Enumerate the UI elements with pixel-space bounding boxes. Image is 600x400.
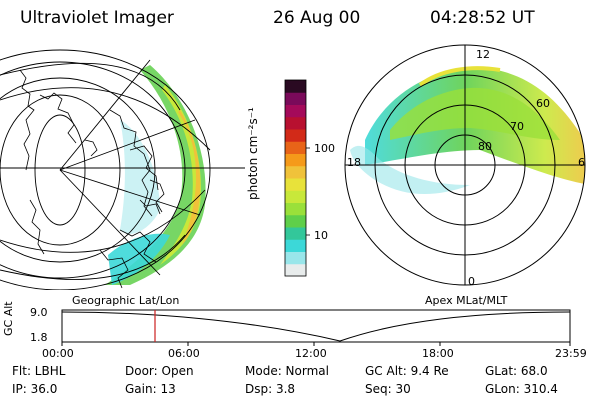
info-glat: GLat: 68.0 bbox=[485, 364, 548, 378]
aurora-dayside-arc bbox=[418, 66, 501, 87]
timeline-ytick-1-8: 1.8 bbox=[30, 331, 48, 344]
info-mode: Mode: Normal bbox=[245, 364, 329, 378]
mlat-label-70: 70 bbox=[510, 120, 524, 133]
mlt-label-12: 12 bbox=[476, 48, 490, 61]
colorbar-segment bbox=[285, 190, 306, 203]
timeline-xtick-0600: 06:00 bbox=[168, 347, 200, 360]
colorbar-segment bbox=[285, 178, 306, 191]
mlat-label-60: 60 bbox=[536, 97, 550, 110]
info-gc-alt: GC Alt: 9.4 Re bbox=[365, 364, 449, 378]
info-gain: Gain: 13 bbox=[125, 382, 176, 396]
mlat-label-80: 80 bbox=[478, 140, 492, 153]
colorbar-segment bbox=[285, 104, 306, 118]
aurora-oval-core bbox=[390, 87, 560, 140]
colorbar-segment bbox=[285, 263, 306, 277]
info-flt: Flt: LBHL bbox=[12, 364, 66, 378]
mlt-label-18: 18 bbox=[347, 156, 361, 169]
timeline-xtick-2359: 23:59 bbox=[555, 347, 587, 360]
globe-limb bbox=[0, 49, 211, 290]
colorbar-segment bbox=[285, 92, 306, 105]
timeline-xtick-1800: 18:00 bbox=[422, 347, 454, 360]
colorbar-tick-10: 10 bbox=[314, 229, 328, 242]
colorbar-segment bbox=[285, 80, 306, 93]
aurora-lower-blob bbox=[108, 233, 170, 285]
date-label: 26 Aug 00 bbox=[273, 8, 361, 28]
colorbar-segment bbox=[285, 129, 306, 142]
colorbar bbox=[285, 80, 306, 277]
colorbar-frame bbox=[284, 79, 307, 277]
colorbar-segment bbox=[285, 239, 306, 252]
info-glon: GLon: 310.4 bbox=[485, 382, 558, 396]
mlt-label-6: 6 bbox=[578, 156, 585, 169]
colorbar-segment bbox=[285, 251, 306, 265]
mlt-label-0: 0 bbox=[468, 275, 475, 288]
instrument-title: Ultraviolet Imager bbox=[20, 8, 174, 28]
aurora-limb-edge bbox=[178, 110, 201, 245]
orbit-altitude-curve bbox=[61, 311, 571, 342]
info-dsp: Dsp: 3.8 bbox=[245, 382, 296, 396]
time-label: 04:28:52 UT bbox=[430, 8, 535, 28]
colorbar-segment bbox=[285, 116, 306, 130]
colorbar-segment bbox=[285, 227, 306, 240]
colorbar-unit-label: photon cm⁻²s⁻¹ bbox=[246, 107, 260, 200]
colorbar-tick-100: 100 bbox=[314, 142, 335, 155]
info-door: Door: Open bbox=[125, 364, 194, 378]
info-seq: Seq: 30 bbox=[365, 382, 411, 396]
colorbar-segment bbox=[285, 214, 306, 228]
timeline-frame bbox=[61, 309, 571, 343]
timeline-y-label: GC Alt bbox=[2, 301, 15, 336]
colorbar-segment bbox=[285, 153, 306, 167]
aurora-oval-diffuse bbox=[350, 145, 470, 195]
apex-label: Apex MLat/MLT bbox=[425, 294, 508, 307]
gc-alt-timeline bbox=[61, 309, 571, 346]
timeline-xtick-0000: 00:00 bbox=[42, 347, 74, 360]
colorbar-segment bbox=[285, 202, 306, 216]
timeline-xtick-1200: 12:00 bbox=[295, 347, 327, 360]
colorbar-segment bbox=[285, 141, 306, 154]
colorbar-segment bbox=[285, 165, 306, 179]
info-ip: IP: 36.0 bbox=[12, 382, 58, 396]
polar-plot bbox=[344, 44, 586, 286]
aurora-inner-haze bbox=[120, 120, 160, 234]
timeline-ytick-9: 9.0 bbox=[30, 306, 48, 319]
geographic-label: Geographic Lat/Lon bbox=[72, 294, 180, 307]
geographic-map bbox=[0, 49, 245, 290]
